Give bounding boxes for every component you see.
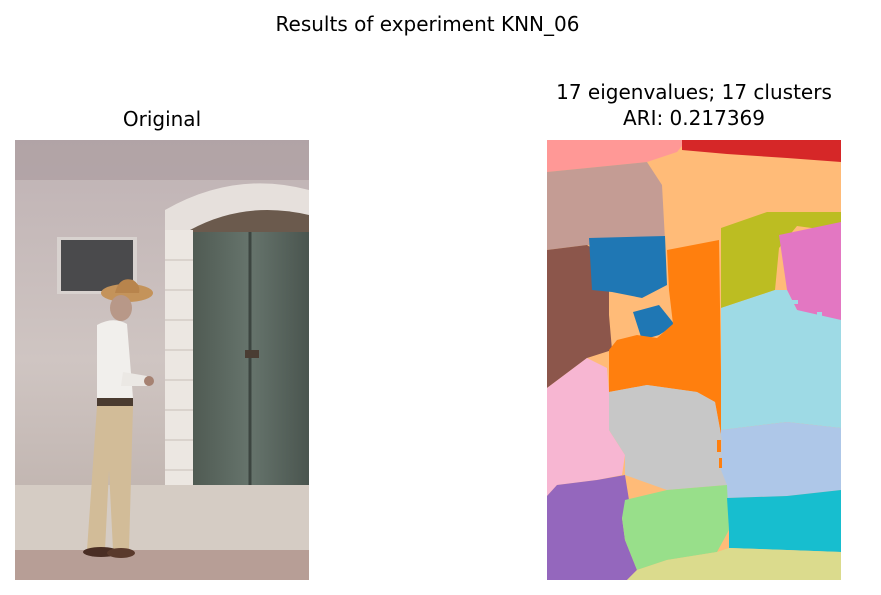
arm bbox=[121, 372, 147, 386]
door-latch bbox=[245, 350, 259, 358]
clustering-result-title-line2: ARI: 0.217369 bbox=[622, 106, 765, 130]
segment-cluster-rosybrown bbox=[547, 162, 665, 250]
segment-cluster-pink bbox=[779, 222, 841, 320]
clustering-result-title-line1: 17 eigenvalues; 17 clusters bbox=[556, 80, 832, 104]
segment-cluster-khaki bbox=[627, 548, 841, 580]
original-photo-canvas bbox=[15, 140, 309, 580]
wall-top-shadow bbox=[15, 140, 309, 180]
segment-cluster-salmon bbox=[547, 140, 687, 172]
boundary-noise-rosybrown bbox=[553, 180, 580, 222]
segment-cluster-red bbox=[682, 140, 841, 162]
sidewalk bbox=[15, 550, 309, 580]
segment-cluster-lightgreen bbox=[622, 485, 729, 570]
segment-cluster-olive bbox=[721, 212, 841, 308]
figure-title: Results of experiment KNN_06 bbox=[275, 12, 580, 36]
segment-cluster-blue-patch bbox=[633, 305, 675, 340]
boundary-noise-orange bbox=[717, 440, 722, 468]
segment-cluster-paleblue bbox=[721, 290, 841, 430]
head bbox=[110, 295, 132, 321]
segment-cluster-lightpink bbox=[547, 358, 625, 496]
segment-cluster-gray bbox=[609, 385, 727, 490]
right-shoe bbox=[107, 548, 135, 558]
hand bbox=[144, 376, 154, 386]
original-photo bbox=[15, 140, 309, 580]
trousers bbox=[87, 406, 133, 550]
original-image-title: Original bbox=[122, 107, 202, 131]
segment-cluster-purple bbox=[547, 475, 637, 580]
clustering-result-title: 17 eigenvalues; 17 clusters ARI: 0.21736… bbox=[500, 79, 881, 131]
segment-cluster-cyan bbox=[727, 490, 841, 552]
belt bbox=[97, 398, 133, 406]
hat-crown bbox=[115, 279, 140, 293]
segmentation-map bbox=[547, 140, 841, 580]
segmentation-canvas bbox=[547, 140, 841, 580]
segment-cluster-orange bbox=[609, 240, 722, 440]
shirt bbox=[97, 320, 133, 400]
boundary-noise-paleblue bbox=[792, 300, 822, 316]
wall-base bbox=[15, 485, 309, 550]
segment-cluster-lightsteelblue bbox=[721, 422, 841, 498]
segment-cluster-blue bbox=[589, 236, 667, 298]
